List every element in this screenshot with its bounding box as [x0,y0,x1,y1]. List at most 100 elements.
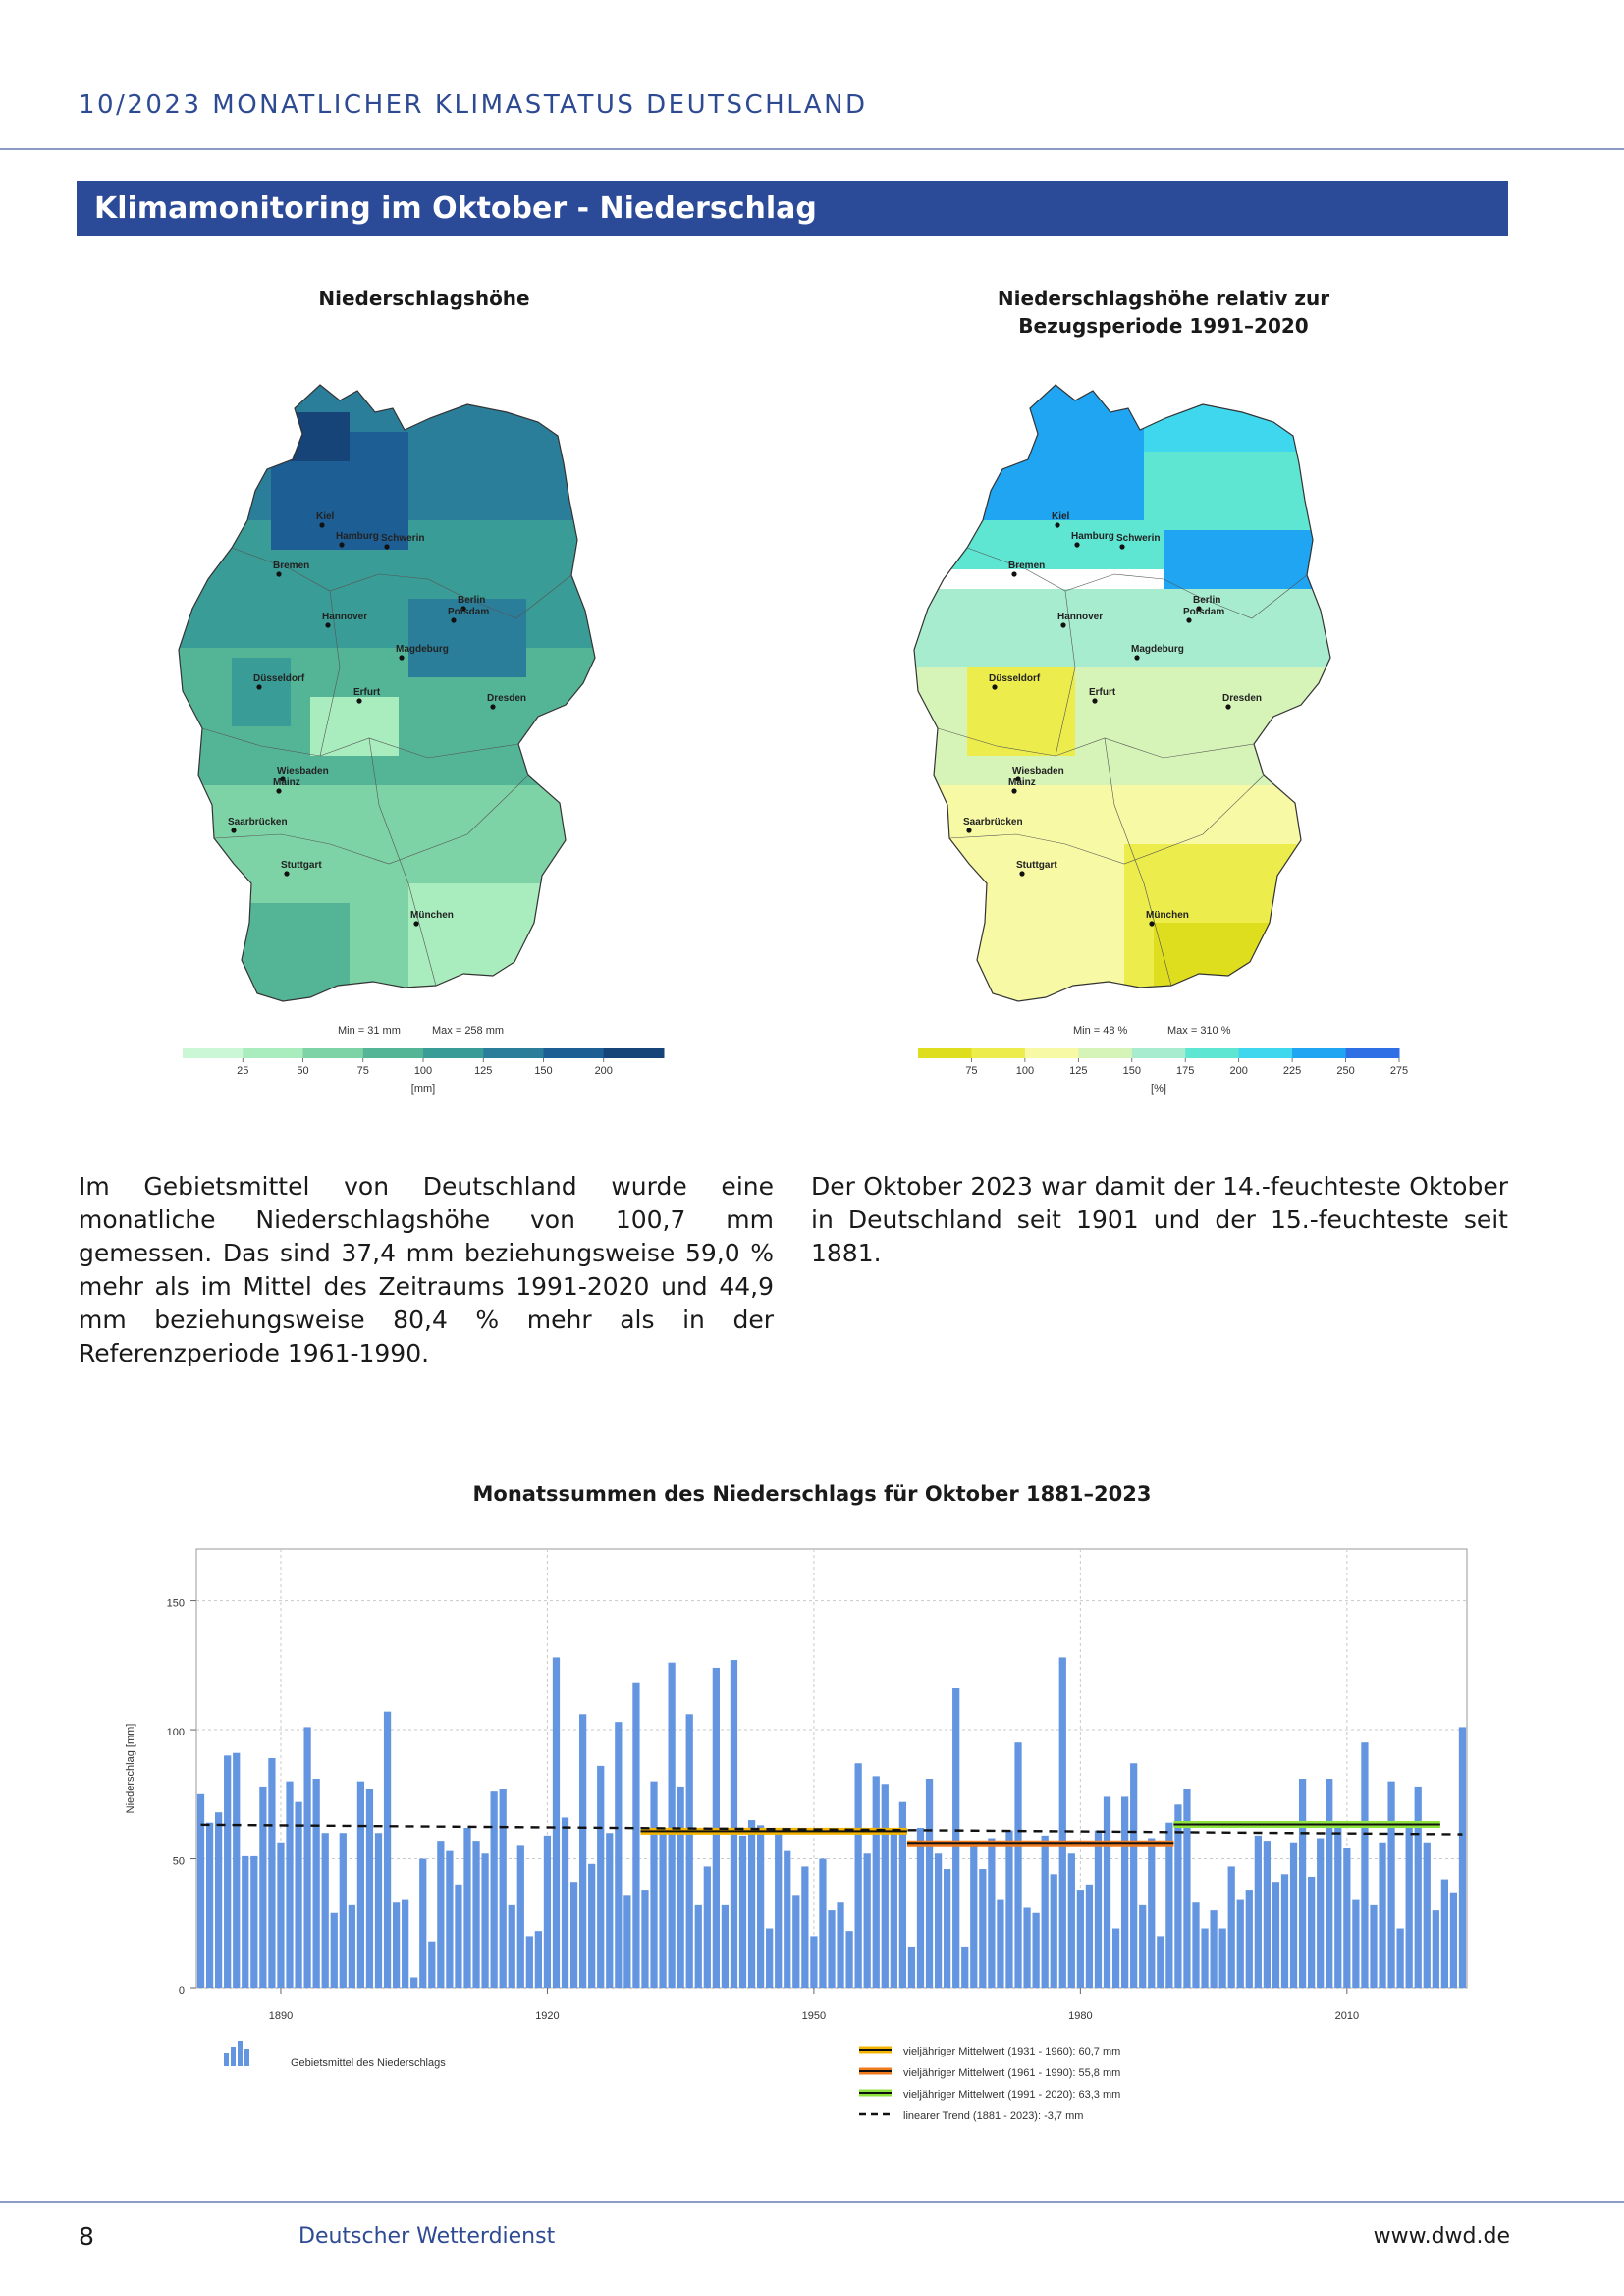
bar [668,1662,676,1988]
city-dot [280,776,286,782]
legend-unit: [mm] [411,1083,435,1095]
bar [543,1835,552,1988]
city-label: Hamburg [1071,531,1114,542]
legend-swatch [1292,1048,1347,1058]
map-max-label: Max = 258 mm [432,1025,504,1037]
bar [766,1928,774,1988]
bar [1050,1874,1057,1988]
bar [410,1977,418,1988]
city-label: Berlin [458,595,485,606]
bar [890,1830,897,1988]
bar [1449,1892,1458,1988]
bar [898,1801,907,1988]
city-label: München [410,910,454,921]
city-dot [399,655,405,661]
legend-swatch [1131,1048,1186,1058]
legend-swatch [918,1048,972,1058]
map-fill [179,385,595,1001]
bar [623,1895,631,1988]
bar [1379,1842,1386,1988]
bar [1458,1727,1467,1988]
document-header: 10/2023 MONATLICHER KLIMASTATUS DEUTSCHL… [79,90,868,120]
bar [597,1765,605,1988]
legend-tick-label: 225 [1283,1065,1301,1077]
bar [233,1752,241,1988]
city-dot [276,788,282,794]
bar [1236,1899,1244,1988]
legend-tick-label: 125 [474,1065,492,1077]
state-border [1055,590,1076,757]
city-dot [1019,871,1025,877]
bar [402,1899,409,1988]
city-label: München [1146,910,1189,921]
bar [1352,1899,1360,1988]
legend-series-label: vieljähriger Mittelwert (1931 - 1960): 6… [903,2046,1120,2057]
legend-tick-label: 125 [1069,1065,1087,1077]
map1-title: Niederschlagshöhe [318,287,530,310]
legend-bar-label: Gebietsmittel des Niederschlags [291,2057,446,2069]
map-min-label: Min = 31 mm [338,1025,401,1037]
city-label: Saarbrücken [963,817,1023,828]
bar [499,1789,507,1988]
bar [463,1827,471,1988]
city-dot [1225,704,1231,710]
footer-organization: Deutscher Wetterdienst [298,2224,556,2249]
bar [1111,1928,1120,1988]
bar [1067,1853,1075,1988]
bar [1157,1936,1164,1988]
city-dot [1011,571,1017,577]
legend-swatch [971,1048,1026,1058]
page-number: 8 [79,2222,94,2251]
bar [1192,1902,1200,1988]
bar [970,1841,978,1988]
bar [1210,1910,1218,1988]
bar [348,1904,355,1988]
legend-tick-label: 200 [595,1065,613,1077]
legend-unit: [%] [1151,1083,1166,1095]
bar [703,1866,711,1988]
city-dot [490,704,496,710]
y-tick-label: 150 [167,1598,185,1610]
bar [934,1853,943,1988]
bar [1041,1835,1049,1988]
bar [1343,1848,1351,1988]
bar [1405,1825,1413,1988]
city-dot [319,522,325,528]
bar [988,1838,996,1988]
bar [268,1757,276,1988]
bar [1280,1874,1289,1988]
city-label: Erfurt [353,687,381,698]
legend-swatch [1024,1048,1079,1058]
bar [561,1817,569,1988]
bar [961,1946,969,1988]
bar [775,1833,783,1988]
bar [1423,1842,1431,1988]
bar [1218,1928,1226,1988]
bar [1414,1786,1422,1988]
bar [1201,1928,1209,1988]
x-tick-label: 2010 [1335,2010,1359,2022]
city-dot [339,542,345,548]
bar [997,1899,1004,1988]
bar [419,1858,427,1988]
legend-bar-icon [238,2041,243,2066]
bar [1032,1912,1040,1988]
bar [792,1895,800,1988]
bar [1245,1890,1253,1988]
city-dot [1011,788,1017,794]
bar [784,1850,791,1988]
city-dot [1015,776,1021,782]
state-border [966,547,1308,619]
bar [215,1812,223,1988]
city-label: Düsseldorf [989,673,1041,684]
bar [677,1786,684,1988]
bar [845,1931,853,1988]
city-label: Mainz [1008,777,1036,788]
state-border [948,774,1265,865]
legend-tick-label: 175 [1176,1065,1194,1077]
bar [641,1890,649,1988]
bar [925,1779,934,1988]
paragraph-summary: Im Gebietsmittel von Deutschland wurde e… [79,1172,774,1367]
legend-bar-icon [231,2047,236,2066]
